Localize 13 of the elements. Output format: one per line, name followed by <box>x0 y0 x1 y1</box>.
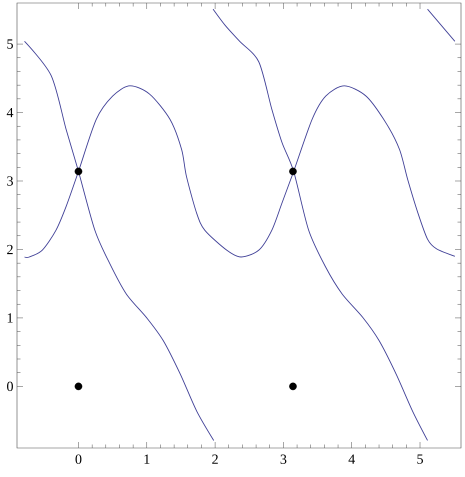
x-tick-label: 4 <box>348 454 355 464</box>
y-tick-label: 2 <box>7 244 13 254</box>
y-tick-label: 5 <box>7 39 13 49</box>
x-tick-label: 2 <box>212 454 218 464</box>
x-tick-label: 0 <box>76 454 82 464</box>
y-tick-label: 0 <box>7 382 13 392</box>
line-series <box>212 8 428 441</box>
y-tick-label: 4 <box>6 108 14 118</box>
x-tick-label: 5 <box>417 454 423 464</box>
y-tick-label: 3 <box>7 176 13 186</box>
y-tick-label: 1 <box>8 313 13 323</box>
x-tick-label: 1 <box>144 454 150 464</box>
x-tick-label: 3 <box>280 454 286 464</box>
